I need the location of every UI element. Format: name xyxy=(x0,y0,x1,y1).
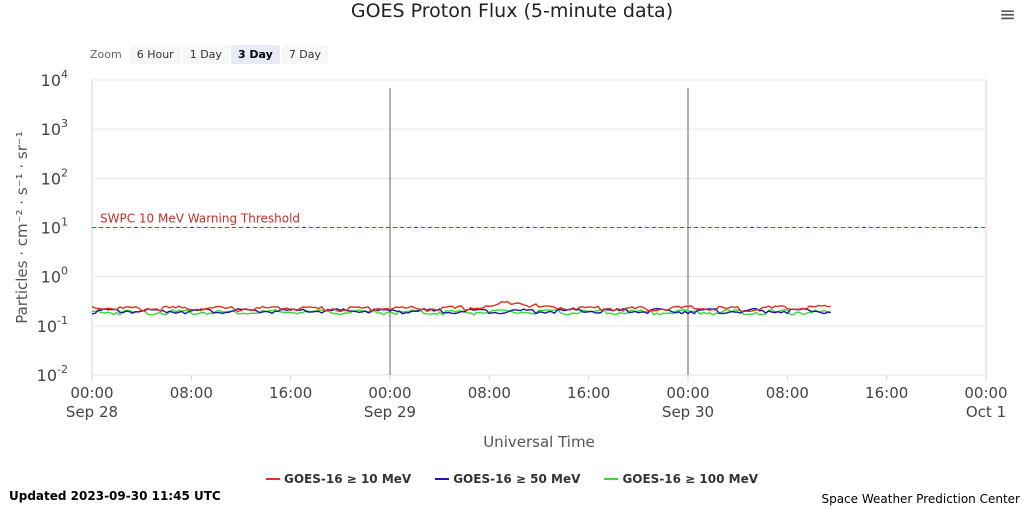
x-tick-date: Sep 30 xyxy=(662,403,714,421)
y-tick-label: 102 xyxy=(41,166,68,188)
x-tick-time: 08:00 xyxy=(766,384,809,402)
y-tick-label: 100 xyxy=(41,265,68,287)
hamburger-menu-icon[interactable]: ≡ xyxy=(999,2,1016,26)
x-tick-date: Sep 29 xyxy=(364,403,416,421)
legend-swatch-10mev xyxy=(265,478,280,480)
x-tick-time: 08:00 xyxy=(468,384,511,402)
legend-label-50mev: GOES-16 ≥ 50 MeV xyxy=(453,472,581,486)
series-line-10mev xyxy=(91,300,831,313)
legend-item-10mev[interactable]: GOES-16 ≥ 10 MeV xyxy=(265,472,412,486)
threshold-label: SWPC 10 MeV Warning Threshold xyxy=(100,212,300,226)
y-tick-label: 104 xyxy=(41,68,68,90)
zoom-7-day-button[interactable]: 7 Day xyxy=(281,45,329,64)
x-tick-time: 16:00 xyxy=(567,384,610,402)
x-tick-time: 00:00 xyxy=(368,384,411,402)
y-axis-label: Particles · cm⁻² · s⁻¹ · sr⁻¹ xyxy=(13,131,31,324)
legend-label-100mev: GOES-16 ≥ 100 MeV xyxy=(622,472,759,486)
x-tick-time: 16:00 xyxy=(865,384,908,402)
legend-label-10mev: GOES-16 ≥ 10 MeV xyxy=(283,472,412,486)
x-tick-time: 00:00 xyxy=(666,384,709,402)
x-tick-time: 16:00 xyxy=(269,384,312,402)
x-axis-label: Universal Time xyxy=(483,433,595,451)
x-tick-time: 08:00 xyxy=(170,384,213,402)
credit-text: Space Weather Prediction Center xyxy=(821,492,1020,506)
chart-legend: GOES-16 ≥ 10 MeV GOES-16 ≥ 50 MeV GOES-1… xyxy=(0,472,1024,486)
zoom-6-hour-button[interactable]: 6 Hour xyxy=(129,45,181,64)
chart-title: GOES Proton Flux (5-minute data) xyxy=(350,0,674,22)
zoom-1-day-button[interactable]: 1 Day xyxy=(182,45,229,64)
zoom-controls: Zoom 6 Hour 1 Day 3 Day 7 Day xyxy=(90,45,329,64)
x-tick-time: 00:00 xyxy=(964,384,1007,402)
y-tick-label: 103 xyxy=(41,117,68,139)
legend-item-50mev[interactable]: GOES-16 ≥ 50 MeV xyxy=(435,472,580,486)
zoom-3-day-button[interactable]: 3 Day xyxy=(230,45,280,64)
updated-timestamp: Updated 2023-09-30 11:45 UTC xyxy=(9,489,221,503)
y-tick-label: 10-2 xyxy=(37,363,68,385)
x-tick-time: 00:00 xyxy=(70,384,113,402)
y-tick-label: 10-1 xyxy=(37,314,68,336)
legend-item-100mev[interactable]: GOES-16 ≥ 100 MeV xyxy=(604,472,758,486)
y-tick-label: 101 xyxy=(41,216,68,238)
legend-swatch-50mev xyxy=(435,478,450,480)
legend-swatch-100mev xyxy=(604,478,619,480)
x-tick-date: Oct 1 xyxy=(966,403,1006,421)
x-tick-date: Sep 28 xyxy=(66,403,118,421)
zoom-label: Zoom xyxy=(90,48,122,61)
